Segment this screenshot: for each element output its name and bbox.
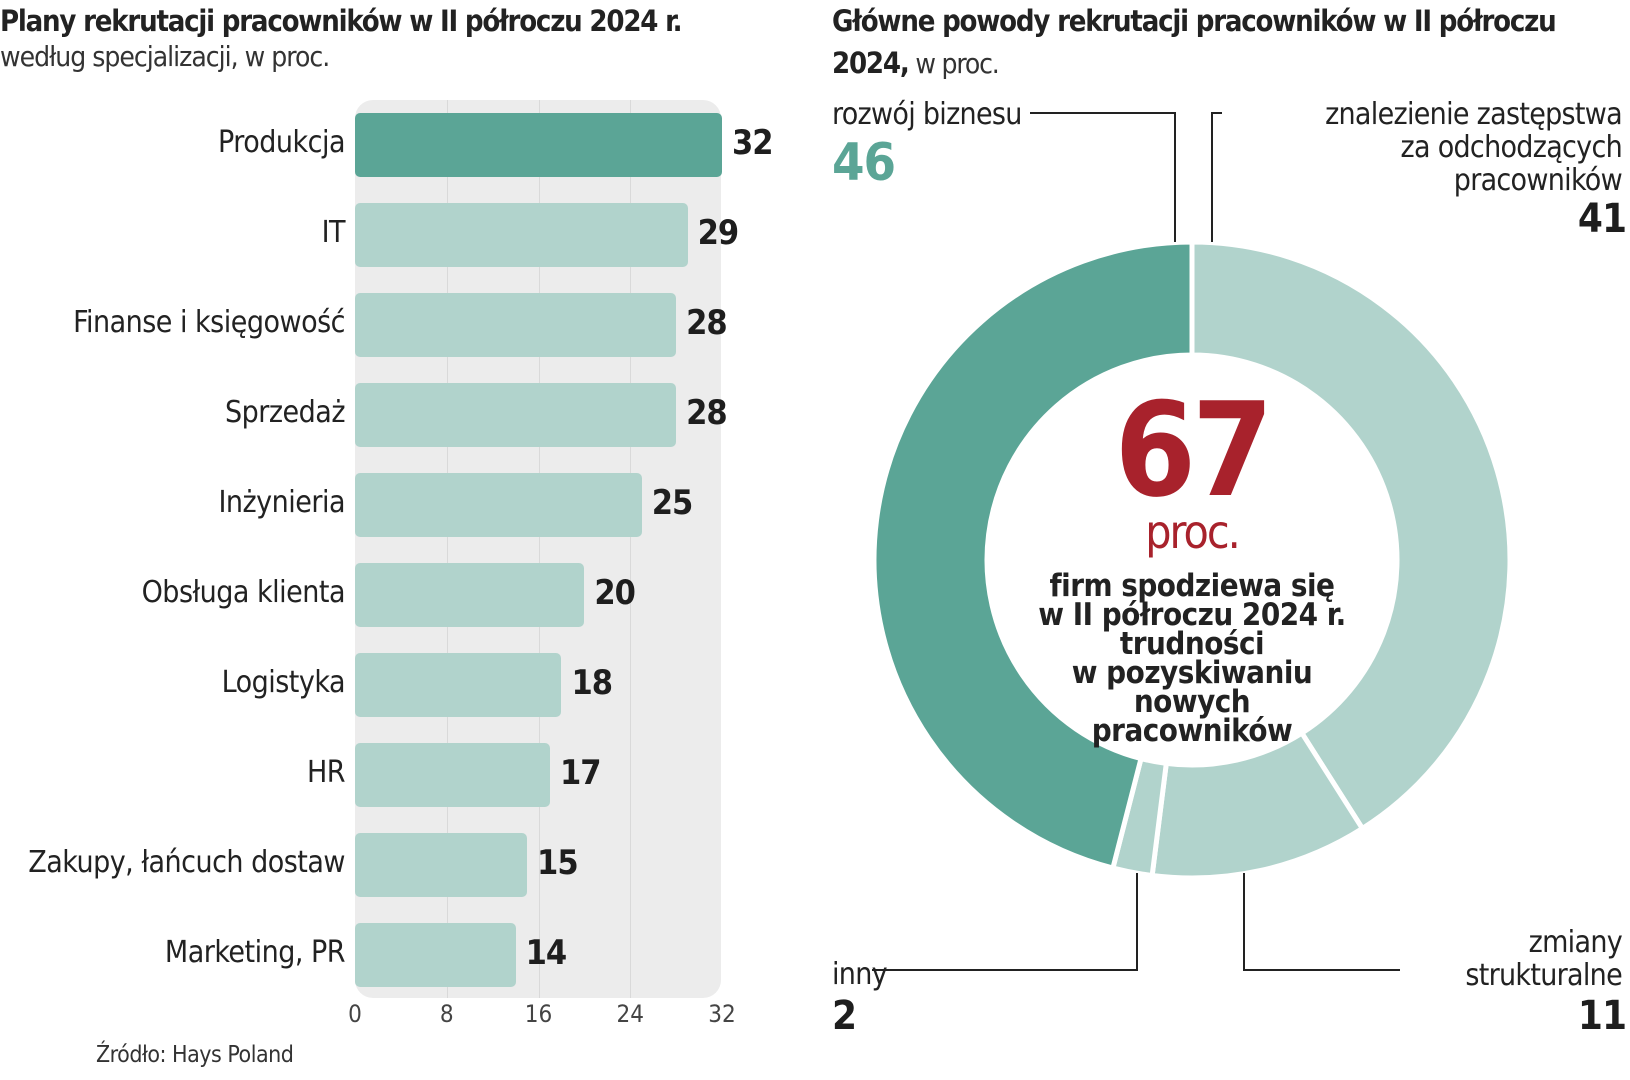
value-label: 29	[697, 213, 740, 253]
slice-label: rozwój biznesu	[832, 97, 1022, 132]
slice-value: 41	[1577, 196, 1627, 242]
bar	[355, 203, 688, 267]
bar	[355, 743, 550, 807]
value-label: 14	[525, 933, 568, 973]
donut-title-unit: w proc.	[908, 47, 999, 80]
value-label: 15	[537, 843, 579, 883]
slice-value: 11	[1577, 993, 1627, 1039]
x-tick-label: 0	[348, 1000, 362, 1028]
donut-title-bold: Główne powody rekrutacji pracowników w I…	[832, 4, 1557, 80]
category-label: Obsługa klienta	[141, 575, 346, 610]
donut-chart-title: Główne powody rekrutacji pracowników w I…	[832, 0, 1630, 85]
center-text-line: pracowników	[1091, 713, 1293, 749]
value-label: 18	[571, 663, 613, 703]
center-text-line: nowych	[1133, 684, 1251, 720]
value-label: 32	[732, 123, 774, 163]
bar	[355, 653, 562, 717]
value-label: 25	[651, 483, 694, 523]
center-text-line: firm spodziewa się	[1049, 568, 1335, 604]
value-label: 17	[559, 753, 602, 793]
center-value: 67	[1114, 374, 1274, 526]
center-text-line: w II półroczu 2024 r.	[1038, 597, 1346, 633]
category-label: HR	[306, 755, 346, 790]
bar	[355, 113, 722, 177]
x-tick-label: 24	[616, 1000, 644, 1028]
x-tick-label: 8	[439, 1000, 454, 1028]
leader-line	[1030, 112, 1176, 242]
gridline	[446, 100, 448, 998]
value-label: 20	[594, 573, 636, 613]
slice-value: 2	[832, 993, 857, 1039]
bar	[355, 293, 677, 357]
leader-line	[872, 873, 1138, 971]
donut-hole	[987, 355, 1397, 765]
category-label: Zakupy, łańcuch dostaw	[28, 845, 345, 880]
leader-line	[1211, 112, 1222, 242]
category-label: Logistyka	[221, 665, 346, 700]
gridline	[630, 100, 632, 998]
center-unit: proc.	[1145, 505, 1240, 559]
bar	[355, 923, 516, 987]
bar-chart-subtitle: według specjalizacji, w proc.	[0, 40, 330, 73]
source-note: Źródło: Hays Poland	[96, 1042, 294, 1068]
slice-value: 46	[832, 133, 896, 193]
value-label: 28	[686, 393, 728, 433]
bar	[355, 473, 642, 537]
category-label: Marketing, PR	[164, 935, 346, 970]
center-text-line: trudności	[1119, 626, 1265, 662]
value-label: 28	[686, 303, 728, 343]
gridline	[538, 100, 540, 998]
bar	[355, 563, 585, 627]
slice-label: znalezienie zastępstwa za odchodzących pra…	[1325, 97, 1623, 198]
category-label: Sprzedaż	[225, 395, 345, 430]
category-label: Produkcja	[218, 125, 345, 160]
x-tick-label: 16	[524, 1000, 553, 1028]
category-label: Inżynieria	[218, 485, 345, 520]
bar-chart-title: Plany rekrutacji pracowników w II półroc…	[0, 4, 683, 38]
leader-line	[1243, 873, 1400, 971]
bar	[355, 383, 677, 447]
category-label: IT	[321, 215, 346, 250]
category-label: Finanse i księgowość	[73, 305, 345, 340]
bar	[355, 833, 528, 897]
slice-label: zmiany strukturalne	[1465, 925, 1622, 993]
x-tick-label: 32	[708, 1000, 736, 1028]
center-text: firm spodziewa się w II półroczu 2024 r. t…	[1002, 568, 1382, 749]
slice-label: inny	[832, 957, 888, 992]
center-text-line: w pozyskiwaniu	[1071, 655, 1313, 691]
